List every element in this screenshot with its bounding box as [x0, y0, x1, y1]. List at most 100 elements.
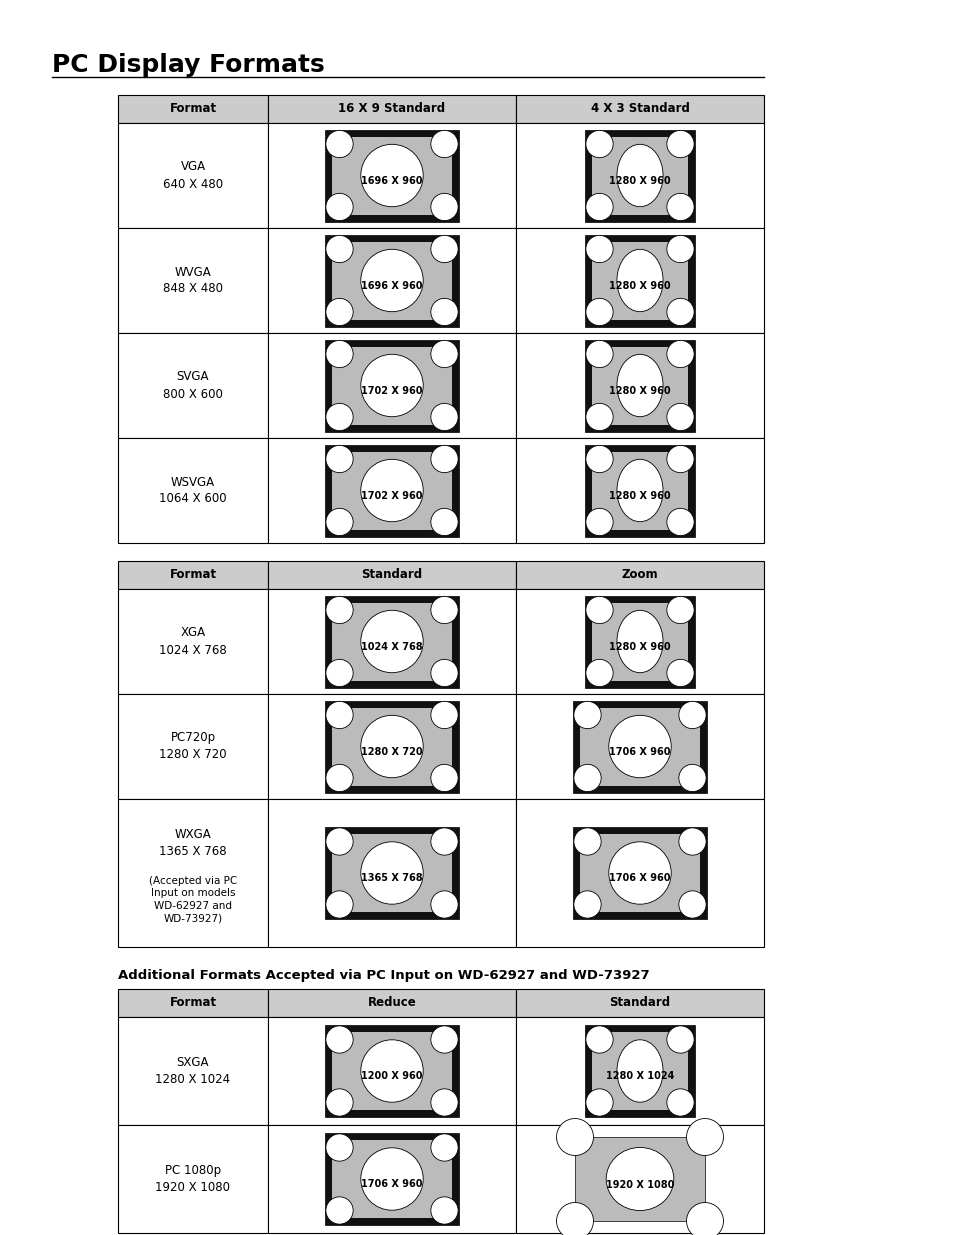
Bar [118, 694, 268, 799]
Bar [118, 438, 268, 543]
Bar [332, 708, 452, 785]
Circle shape [431, 404, 457, 431]
Text: WSVGA
1064 X 600: WSVGA 1064 X 600 [159, 475, 227, 505]
Circle shape [431, 890, 457, 918]
Circle shape [666, 404, 694, 431]
Bar [268, 694, 516, 799]
Circle shape [679, 764, 705, 792]
Circle shape [666, 236, 694, 263]
Text: 1280 X 960: 1280 X 960 [609, 642, 670, 652]
Bar [332, 347, 452, 425]
Bar [118, 1125, 268, 1233]
Ellipse shape [360, 610, 423, 673]
Circle shape [326, 701, 353, 729]
Circle shape [585, 194, 613, 221]
Text: 1280 X 960: 1280 X 960 [609, 280, 670, 291]
Circle shape [326, 194, 353, 221]
Bar [592, 242, 687, 320]
Text: (Accepted via PC
Input on models
WD-62927 and
WD-73927): (Accepted via PC Input on models WD-6292… [149, 876, 237, 924]
Circle shape [431, 341, 457, 368]
Text: PC 1080p
1920 X 1080: PC 1080p 1920 X 1080 [155, 1165, 231, 1194]
Text: 1280 X 960: 1280 X 960 [609, 492, 670, 501]
Circle shape [679, 827, 705, 855]
Ellipse shape [360, 1040, 423, 1102]
Circle shape [326, 509, 353, 536]
Text: Zoom: Zoom [621, 568, 658, 582]
Bar [579, 708, 700, 785]
Circle shape [585, 131, 613, 158]
Circle shape [431, 1026, 457, 1053]
Text: Reduce: Reduce [367, 997, 416, 1009]
Bar [592, 452, 687, 530]
Bar [516, 124, 763, 228]
Bar [325, 130, 458, 221]
Bar [325, 1132, 458, 1225]
Circle shape [431, 1197, 457, 1224]
Text: 16 X 9 Standard: 16 X 9 Standard [338, 103, 445, 116]
Bar [118, 228, 268, 333]
Bar [516, 1016, 763, 1125]
Circle shape [585, 299, 613, 326]
Text: 1365 X 768: 1365 X 768 [361, 873, 422, 883]
Bar [268, 95, 516, 124]
Ellipse shape [617, 249, 662, 311]
Text: 4 X 3 Standard: 4 X 3 Standard [590, 103, 689, 116]
Bar [325, 340, 458, 431]
Ellipse shape [617, 610, 662, 673]
Bar [516, 438, 763, 543]
Text: 1702 X 960: 1702 X 960 [361, 387, 422, 396]
Bar [268, 124, 516, 228]
Text: 1024 X 768: 1024 X 768 [361, 642, 422, 652]
Bar [332, 137, 452, 215]
Bar [325, 445, 458, 536]
Circle shape [326, 131, 353, 158]
Bar [516, 799, 763, 947]
Text: PC720p
1280 X 720: PC720p 1280 X 720 [159, 731, 227, 762]
Circle shape [326, 404, 353, 431]
Ellipse shape [360, 715, 423, 778]
Bar [516, 694, 763, 799]
Bar [118, 989, 268, 1016]
Bar [118, 95, 268, 124]
Text: 1706 X 960: 1706 X 960 [609, 747, 670, 757]
Bar [325, 595, 458, 688]
Circle shape [326, 341, 353, 368]
Bar [579, 834, 700, 911]
Bar [332, 834, 452, 911]
Ellipse shape [360, 459, 423, 521]
Bar [118, 561, 268, 589]
Circle shape [666, 1089, 694, 1116]
Bar [332, 603, 452, 680]
Circle shape [431, 236, 457, 263]
Circle shape [585, 1026, 613, 1053]
Circle shape [431, 597, 457, 624]
Bar [325, 1025, 458, 1116]
Bar [516, 561, 763, 589]
Ellipse shape [360, 842, 423, 904]
Circle shape [585, 341, 613, 368]
Text: 1280 X 1024: 1280 X 1024 [605, 1072, 674, 1082]
Circle shape [574, 701, 600, 729]
Ellipse shape [617, 144, 662, 206]
Bar [325, 827, 458, 919]
Circle shape [431, 509, 457, 536]
Bar [118, 124, 268, 228]
Bar [268, 1016, 516, 1125]
Bar [118, 799, 268, 947]
Circle shape [431, 1134, 457, 1161]
Bar [332, 1140, 452, 1218]
Text: Format: Format [170, 997, 216, 1009]
Ellipse shape [360, 354, 423, 416]
Ellipse shape [360, 1147, 423, 1210]
Bar [592, 603, 687, 680]
Circle shape [326, 1026, 353, 1053]
Circle shape [326, 1089, 353, 1116]
Circle shape [585, 236, 613, 263]
Bar [332, 242, 452, 320]
Text: 1696 X 960: 1696 X 960 [361, 280, 422, 291]
Bar [268, 589, 516, 694]
Bar [584, 235, 695, 326]
Circle shape [679, 701, 705, 729]
Circle shape [326, 1197, 353, 1224]
Circle shape [666, 131, 694, 158]
